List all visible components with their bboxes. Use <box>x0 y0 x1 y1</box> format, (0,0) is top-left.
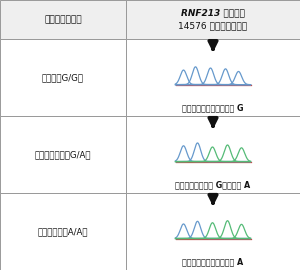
Bar <box>126 0 300 39</box>
Bar <box>0 193 126 270</box>
Bar <box>126 39 300 116</box>
Text: 遺伝型のタイプ: 遺伝型のタイプ <box>44 15 82 24</box>
Text: ２つの遺伝子座でともに A: ２つの遺伝子座でともに A <box>182 258 244 266</box>
Text: ２つの遺伝子座でともに G: ２つの遺伝子座でともに G <box>182 104 244 113</box>
Text: 14576 番目の塩基配列: 14576 番目の塩基配列 <box>178 21 248 30</box>
Text: RNF213 遺伝子の: RNF213 遺伝子の <box>181 8 245 17</box>
Bar <box>0 116 126 193</box>
Text: ホモ接合体（A/A）: ホモ接合体（A/A） <box>38 227 88 236</box>
Bar <box>126 193 300 270</box>
Bar <box>0 0 126 39</box>
Text: １つの遺伝子座は G、他方は A: １つの遺伝子座は G、他方は A <box>176 181 250 190</box>
Text: 野生型（G/G）: 野生型（G/G） <box>42 73 84 82</box>
Bar <box>0 39 126 116</box>
Text: ヘテロ接合体（G/A）: ヘテロ接合体（G/A） <box>35 150 91 159</box>
Bar <box>126 116 300 193</box>
